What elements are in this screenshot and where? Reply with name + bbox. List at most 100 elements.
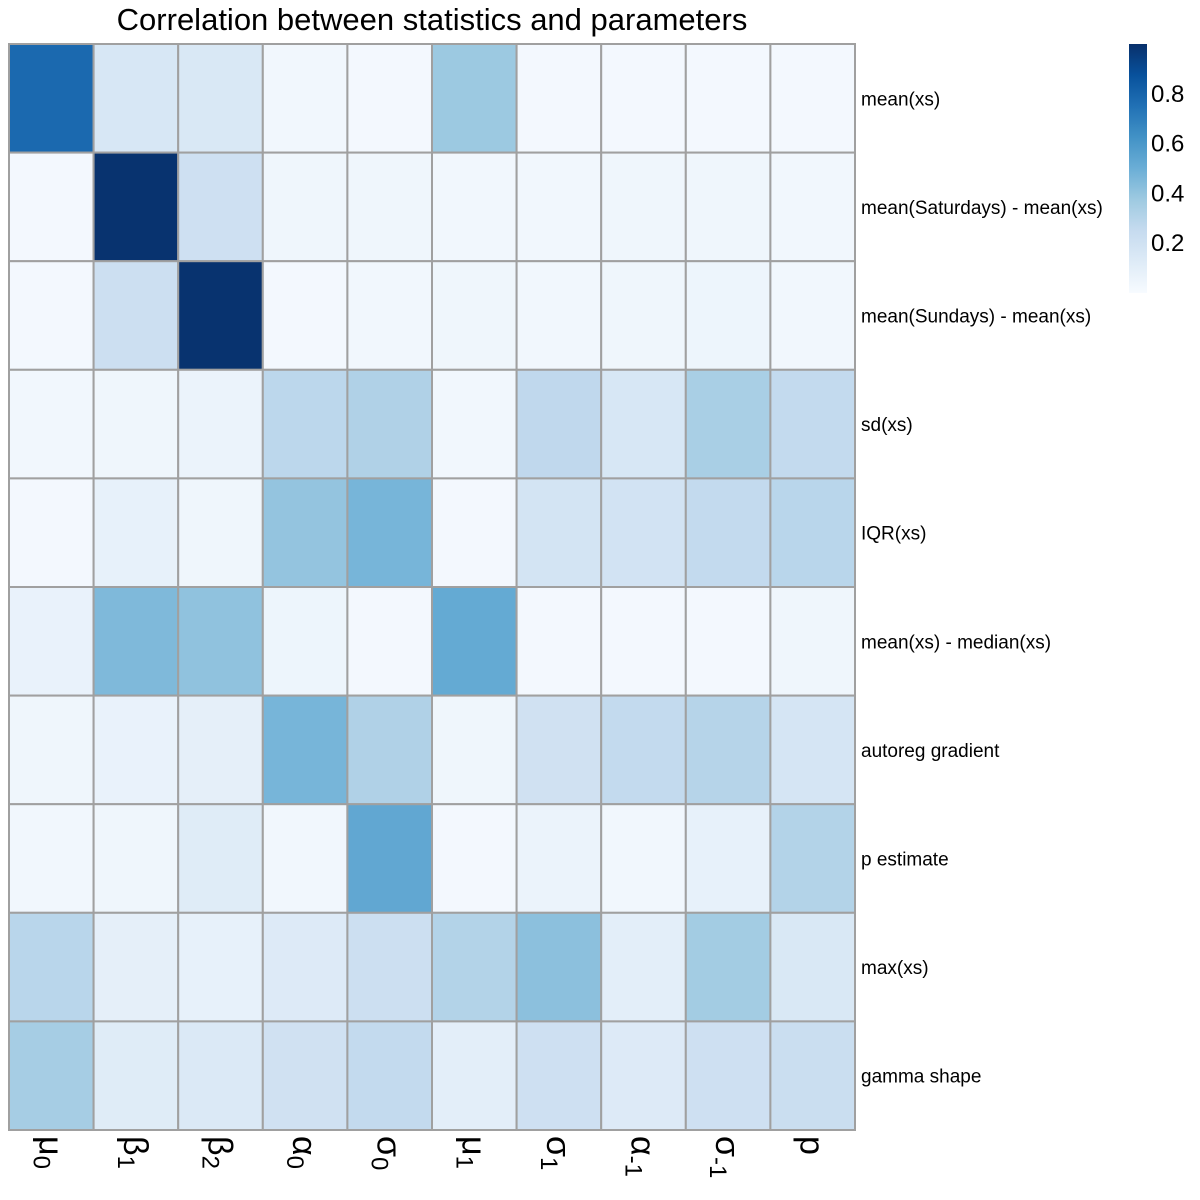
- colorbar-tick-label: 0.8: [1151, 81, 1184, 108]
- heatmap-cell: [261, 151, 349, 263]
- heatmap-cell: [177, 911, 264, 1023]
- heatmap-cell: [177, 43, 264, 154]
- heatmap-cell: [684, 260, 772, 371]
- heatmap-cell: [431, 477, 518, 588]
- column-label: σ1: [535, 1136, 577, 1170]
- heatmap-cell: [684, 43, 772, 154]
- heatmap-cell: [261, 1020, 349, 1132]
- heatmap-cell: [261, 368, 349, 480]
- row-label: autoreg gradient: [861, 741, 1000, 762]
- heatmap-cell: [261, 477, 349, 588]
- heatmap-cell: [769, 260, 857, 371]
- heatmap-cell: [684, 151, 772, 263]
- heatmap-cell: [346, 151, 433, 263]
- heatmap-cell: [431, 586, 518, 697]
- heatmap-cell: [346, 477, 433, 588]
- heatmap-cell: [92, 586, 180, 697]
- heatmap-cell: [769, 43, 857, 154]
- heatmap-cell: [8, 368, 95, 480]
- heatmap-cell: [346, 43, 433, 154]
- heatmap-cell: [92, 803, 180, 914]
- heatmap-cell: [431, 1020, 518, 1132]
- colorbar-legend: 0.2 0.4 0.6 0.8: [1129, 44, 1184, 293]
- heatmap-cell: [600, 43, 687, 154]
- heatmap-cell: [346, 368, 433, 480]
- heatmap-cell: [431, 151, 518, 263]
- column-label: μ1: [450, 1136, 492, 1169]
- heatmap-cell: [769, 368, 857, 480]
- heatmap-cell: [600, 368, 687, 480]
- heatmap-cell: [684, 477, 772, 588]
- heatmap-cell: [515, 368, 603, 480]
- column-label: μ0: [27, 1136, 69, 1169]
- heatmap-cell: [261, 43, 349, 154]
- chart-title: Correlation between statistics and param…: [117, 2, 748, 37]
- heatmap-cell: [177, 694, 264, 806]
- heatmap-cell: [177, 803, 264, 914]
- colorbar-gradient: [1129, 44, 1147, 293]
- column-label: σ0: [366, 1136, 408, 1170]
- heatmap-cell: [8, 151, 95, 263]
- heatmap-cell: [769, 1020, 857, 1132]
- heatmap-cell: [769, 586, 857, 697]
- heatmap-cell: [431, 43, 518, 154]
- row-label: IQR(xs): [861, 524, 926, 545]
- heatmap-cell: [515, 586, 603, 697]
- heatmap-cell: [92, 477, 180, 588]
- heatmap-cell: [600, 911, 687, 1023]
- heatmap-cell: [261, 911, 349, 1023]
- heatmap-cell: [346, 260, 433, 371]
- colorbar-tick-label: 0.6: [1151, 131, 1184, 158]
- heatmap-cell: [769, 151, 857, 263]
- heatmap-cell: [431, 911, 518, 1023]
- column-label: β2: [197, 1136, 239, 1169]
- heatmap-cell: [769, 477, 857, 588]
- heatmap-cell: [600, 694, 687, 806]
- heatmap-cell: [92, 43, 180, 154]
- heatmap-cell: [515, 260, 603, 371]
- heatmap-cell: [431, 260, 518, 371]
- row-label: max(xs): [861, 958, 929, 979]
- colorbar-tick-label: 0.4: [1151, 180, 1184, 207]
- heatmap-cell: [92, 368, 180, 480]
- row-label: mean(Sundays) - mean(xs): [861, 307, 1091, 328]
- heatmap-cell: [600, 1020, 687, 1132]
- heatmap-cells: [8, 43, 857, 1132]
- heatmap-cell: [600, 803, 687, 914]
- column-label: p: [793, 1136, 831, 1155]
- heatmap-cell: [431, 803, 518, 914]
- heatmap-cell: [600, 151, 687, 263]
- heatmap-cell: [769, 694, 857, 806]
- heatmap-cell: [346, 586, 433, 697]
- heatmap-cell: [8, 911, 95, 1023]
- heatmap-cell: [92, 694, 180, 806]
- heatmap-cell: [177, 260, 264, 371]
- heatmap-cell: [431, 694, 518, 806]
- heatmap-cell: [431, 368, 518, 480]
- heatmap-cell: [346, 911, 433, 1023]
- heatmap-cell: [8, 694, 95, 806]
- column-label: α0: [281, 1136, 323, 1169]
- row-labels: mean(xs) mean(Saturdays) - mean(xs) mean(S…: [861, 89, 1103, 1087]
- heatmap-cell: [515, 694, 603, 806]
- heatmap-cell: [515, 911, 603, 1023]
- row-label: mean(Saturdays) - mean(xs): [861, 198, 1103, 219]
- heatmap-cell: [8, 43, 95, 154]
- heatmap-cell: [8, 1020, 95, 1132]
- heatmap-cell: [346, 803, 433, 914]
- row-label: mean(xs): [861, 89, 940, 110]
- heatmap-cell: [515, 477, 603, 588]
- heatmap-cell: [92, 151, 180, 263]
- row-label: sd(xs): [861, 415, 913, 436]
- column-label: β1: [112, 1136, 154, 1169]
- heatmap-cell: [8, 803, 95, 914]
- heatmap-cell: [515, 43, 603, 154]
- heatmap-cell: [515, 803, 603, 914]
- heatmap-cell: [684, 911, 772, 1023]
- heatmap-cell: [600, 586, 687, 697]
- heatmap-cell: [684, 586, 772, 697]
- heatmap-cell: [177, 151, 264, 263]
- heatmap-cell: [600, 260, 687, 371]
- heatmap-cell: [177, 368, 264, 480]
- row-label: p estimate: [861, 850, 949, 871]
